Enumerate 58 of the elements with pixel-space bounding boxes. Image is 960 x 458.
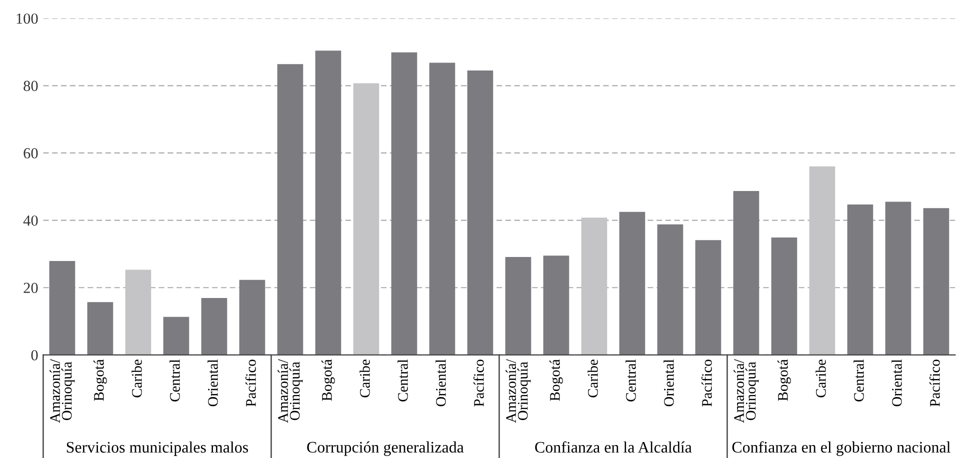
bar (657, 224, 684, 355)
text: Servicios municipales malos (66, 441, 248, 456)
bar (429, 62, 456, 355)
bar (923, 208, 950, 355)
x-tick-label: Pacífico (473, 360, 484, 406)
x-tick-label: Oriental (436, 359, 446, 406)
y-tick-label: 40 (23, 215, 38, 226)
bar (543, 256, 570, 355)
x-tick-label: Bogotá (322, 359, 335, 401)
bar (49, 261, 76, 355)
x-tick-label: Oriental (892, 359, 902, 406)
bar (809, 166, 836, 355)
x-tick-label: Amazonía/ Orinoquía (506, 359, 531, 423)
x-tick-label: Caribe (360, 360, 370, 398)
bar (391, 52, 418, 355)
bar (771, 237, 798, 355)
x-tick-label: Pacífico (701, 360, 712, 406)
x-tick-label: Caribe (816, 360, 826, 398)
bar (277, 64, 304, 355)
bar (239, 280, 266, 355)
bar (733, 191, 760, 355)
x-tick-label: Central (398, 359, 408, 402)
bar (163, 316, 190, 355)
bar (353, 83, 380, 355)
x-tick-label: Pacífico (245, 360, 256, 406)
bar (201, 298, 228, 355)
y-tick-label: 100 (16, 13, 38, 24)
bar (581, 218, 608, 355)
x-tick-label: Central (626, 359, 636, 402)
x-tick-label: Amazonía/ Orinoquía (278, 359, 303, 423)
x-tick-label: Pacífico (929, 360, 940, 406)
x-tick-label: Central (170, 359, 180, 402)
text: Confianza en la Alcaldía (535, 441, 692, 453)
bar (125, 270, 152, 355)
text: Corrupción generalizada (307, 441, 464, 456)
bar (87, 302, 114, 355)
bar (847, 204, 874, 355)
bar (885, 202, 912, 355)
x-tick-label: Bogotá (778, 359, 791, 401)
bar (467, 70, 494, 355)
x-tick-label: Bogotá (550, 359, 563, 401)
y-tick-label: 20 (24, 282, 38, 294)
x-tick-label: Oriental (208, 359, 218, 406)
x-tick-label: Amazonía/ Orinoquía (734, 359, 759, 423)
bar (695, 240, 722, 355)
y-tick-label: 0 (31, 350, 38, 360)
y-tick-label: 80 (24, 80, 38, 92)
text: Confianza en el gobierno nacional (732, 441, 950, 456)
x-tick-label: Oriental (664, 359, 674, 406)
y-tick-label: 60 (24, 148, 38, 158)
bar (315, 50, 342, 355)
x-tick-label: Central (854, 359, 864, 402)
x-tick-label: Amazonía/ Orinoquía (50, 359, 75, 423)
x-tick-label: Caribe (588, 360, 598, 398)
bar (619, 212, 646, 355)
x-tick-label: Bogotá (94, 359, 107, 401)
bar (505, 256, 532, 355)
x-tick-label: Caribe (132, 360, 142, 398)
